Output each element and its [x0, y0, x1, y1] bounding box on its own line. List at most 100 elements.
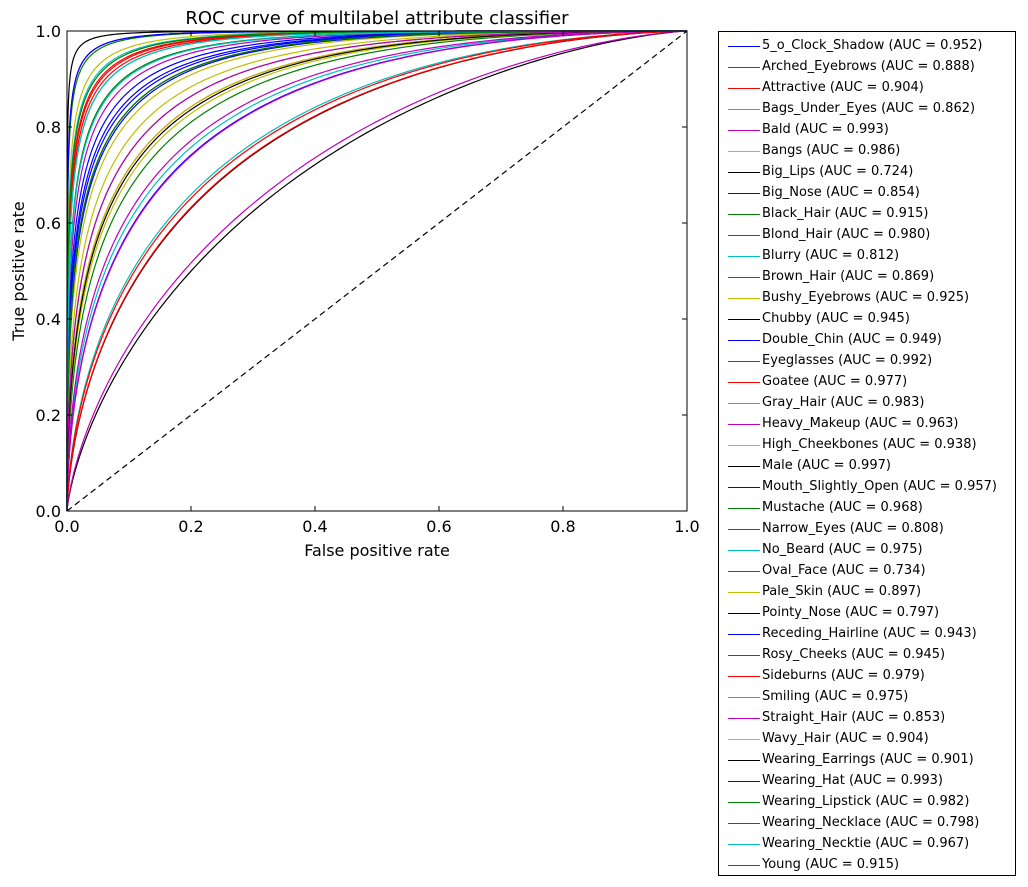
legend-label: Pale_Skin (AUC = 0.897) [762, 584, 922, 599]
legend-swatch [728, 172, 760, 174]
roc-series-rosy-cheeks [66, 30, 687, 512]
x-tick-label: 1.0 [674, 517, 699, 536]
legend-label: 5_o_Clock_Shadow (AUC = 0.952) [762, 38, 983, 53]
legend-item: Smiling (AUC = 0.975) [719, 687, 1015, 707]
legend-swatch [728, 844, 760, 846]
legend-swatch [728, 319, 760, 321]
x-tick-label: 0.0 [54, 517, 79, 536]
legend-label: High_Cheekbones (AUC = 0.938) [762, 437, 977, 452]
legend-swatch [728, 508, 760, 510]
legend-item: Bangs (AUC = 0.986) [719, 141, 1015, 161]
legend-swatch [728, 424, 760, 426]
roc-series-brown-hair [66, 30, 688, 512]
legend-swatch [728, 592, 760, 594]
roc-series-bushy-eyebrows [66, 30, 688, 512]
roc-series-bags-under-eyes [66, 30, 688, 512]
legend-swatch [728, 676, 760, 678]
legend-label: Wavy_Hair (AUC = 0.904) [762, 731, 929, 746]
legend-item: Pointy_Nose (AUC = 0.797) [719, 603, 1015, 623]
legend-swatch [728, 277, 760, 279]
legend-label: Attractive (AUC = 0.904) [762, 80, 924, 95]
legend-swatch [728, 613, 760, 615]
roc-chart: ROC curve of multilabel attribute classi… [9, 8, 700, 560]
legend-swatch [728, 256, 760, 258]
roc-series-wearing-necklace [66, 30, 688, 512]
legend-label: Mouth_Slightly_Open (AUC = 0.957) [762, 479, 997, 494]
legend-swatch [728, 823, 760, 825]
legend-swatch [728, 361, 760, 363]
roc-series-big-lips [66, 30, 688, 512]
legend-swatch [728, 46, 760, 48]
legend-label: Bangs (AUC = 0.986) [762, 143, 901, 158]
legend-item: Blond_Hair (AUC = 0.980) [719, 225, 1015, 245]
legend-item: Heavy_Makeup (AUC = 0.963) [719, 414, 1015, 434]
y-tick-label: 0.6 [36, 214, 61, 233]
legend-swatch [728, 571, 760, 573]
legend-item: Wearing_Necktie (AUC = 0.967) [719, 834, 1015, 854]
legend-swatch [728, 718, 760, 720]
legend-label: Heavy_Makeup (AUC = 0.963) [762, 416, 959, 431]
x-tick-label: 0.4 [302, 517, 327, 536]
legend-swatch [728, 697, 760, 699]
legend-item: Wearing_Lipstick (AUC = 0.982) [719, 792, 1015, 812]
legend-label: Wearing_Earrings (AUC = 0.901) [762, 752, 974, 767]
legend-swatch [728, 235, 760, 237]
legend-item: Big_Nose (AUC = 0.854) [719, 183, 1015, 203]
roc-series-blurry [66, 30, 688, 512]
legend-item: Young (AUC = 0.915) [719, 855, 1015, 875]
legend-label: Big_Lips (AUC = 0.724) [762, 164, 914, 179]
legend-label: Bushy_Eyebrows (AUC = 0.925) [762, 290, 970, 305]
legend-label: Blurry (AUC = 0.812) [762, 248, 900, 263]
legend-label: Brown_Hair (AUC = 0.869) [762, 269, 935, 284]
legend-item: Straight_Hair (AUC = 0.853) [719, 708, 1015, 728]
legend-swatch [728, 214, 760, 216]
x-tick-label: 0.2 [178, 517, 203, 536]
legend-label: Sideburns (AUC = 0.979) [762, 668, 925, 683]
legend-label: Bald (AUC = 0.993) [762, 122, 889, 137]
legend-item: Eyeglasses (AUC = 0.992) [719, 351, 1015, 371]
legend-label: Narrow_Eyes (AUC = 0.808) [762, 521, 944, 536]
legend-item: No_Beard (AUC = 0.975) [719, 540, 1015, 560]
legend-item: Rosy_Cheeks (AUC = 0.945) [719, 645, 1015, 665]
chart-title: ROC curve of multilabel attribute classi… [185, 8, 569, 29]
roc-series-arched-eyebrows [66, 30, 688, 512]
roc-series-wearing-necktie [66, 30, 687, 512]
legend-item: Receding_Hairline (AUC = 0.943) [719, 624, 1015, 644]
legend-swatch [728, 550, 760, 552]
legend-label: Wearing_Necktie (AUC = 0.967) [762, 836, 970, 851]
legend-swatch [728, 403, 760, 405]
legend-label: Bags_Under_Eyes (AUC = 0.862) [762, 101, 976, 116]
legend-swatch [728, 193, 760, 195]
legend-label: Wearing_Lipstick (AUC = 0.982) [762, 794, 970, 809]
y-tick-label: 0.0 [36, 502, 61, 521]
legend-item: Pale_Skin (AUC = 0.897) [719, 582, 1015, 602]
legend-swatch [728, 151, 760, 153]
legend-item: Male (AUC = 0.997) [719, 456, 1015, 476]
legend-label: Male (AUC = 0.997) [762, 458, 891, 473]
axis-ticks: 0.0 0.2 0.4 0.6 0.8 1.0 0.0 0.2 0.4 0.6 0.8 1.0 [36, 22, 700, 536]
legend-label: No_Beard (AUC = 0.975) [762, 542, 923, 557]
legend-item: Big_Lips (AUC = 0.724) [719, 162, 1015, 182]
roc-series-oval-face [66, 30, 688, 512]
roc-curves [66, 30, 688, 512]
legend-swatch [728, 655, 760, 657]
plot-frame [66, 30, 688, 512]
roc-series-narrow-eyes [66, 30, 688, 512]
legend-item: Blurry (AUC = 0.812) [719, 246, 1015, 266]
legend-item: High_Cheekbones (AUC = 0.938) [719, 435, 1015, 455]
legend-item: Mouth_Slightly_Open (AUC = 0.957) [719, 477, 1015, 497]
legend-item: Wearing_Earrings (AUC = 0.901) [719, 750, 1015, 770]
legend-item: Chubby (AUC = 0.945) [719, 309, 1015, 329]
diagonal-reference-line [66, 30, 688, 512]
legend-label: Straight_Hair (AUC = 0.853) [762, 710, 946, 725]
legend-label: Gray_Hair (AUC = 0.983) [762, 395, 925, 410]
legend-item: Brown_Hair (AUC = 0.869) [719, 267, 1015, 287]
legend-swatch [728, 865, 760, 867]
legend-label: Wearing_Necklace (AUC = 0.798) [762, 815, 980, 830]
legend-swatch [728, 781, 760, 783]
legend-item: Narrow_Eyes (AUC = 0.808) [719, 519, 1015, 539]
legend-swatch [728, 445, 760, 447]
legend-item: Oval_Face (AUC = 0.734) [719, 561, 1015, 581]
legend-swatch [728, 67, 760, 69]
legend-item: Black_Hair (AUC = 0.915) [719, 204, 1015, 224]
